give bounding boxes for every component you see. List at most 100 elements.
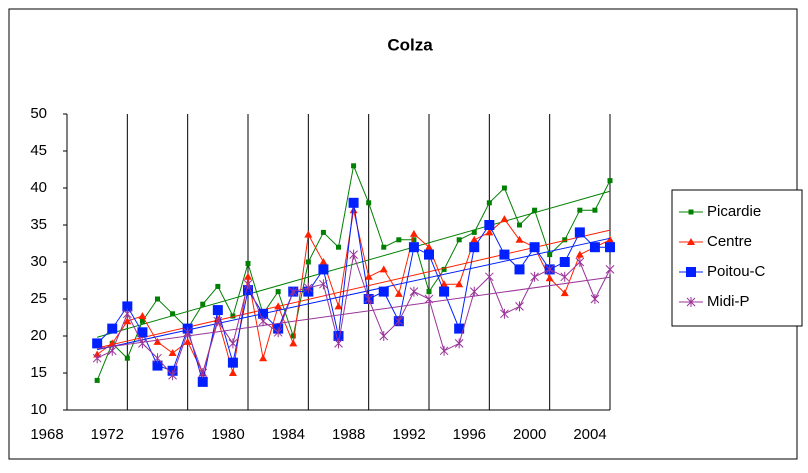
marker — [336, 244, 341, 250]
marker — [366, 200, 372, 206]
y-tick-label: 35 — [30, 216, 47, 233]
marker — [243, 285, 253, 296]
legend-label: Midi-P — [707, 293, 750, 310]
marker — [333, 331, 344, 341]
x-tick-label: 1996 — [453, 426, 486, 443]
marker — [381, 244, 387, 250]
marker — [454, 338, 464, 349]
marker — [560, 289, 569, 297]
marker — [348, 197, 359, 208]
marker — [560, 271, 570, 282]
x-tick-label: 2004 — [573, 426, 606, 443]
trendline — [97, 190, 611, 338]
marker — [153, 353, 162, 364]
x-tick-label: 1992 — [392, 426, 425, 443]
marker — [547, 252, 553, 258]
marker — [183, 327, 193, 338]
marker — [137, 327, 148, 338]
marker — [514, 264, 525, 275]
marker — [92, 338, 103, 349]
y-tick-label: 20 — [30, 327, 47, 344]
marker — [545, 274, 554, 282]
y-tick-label: 50 — [30, 105, 47, 122]
marker — [575, 257, 585, 267]
marker — [559, 257, 570, 267]
marker — [139, 318, 145, 324]
marker — [364, 294, 374, 304]
marker — [155, 296, 160, 302]
marker — [334, 338, 343, 349]
marker — [318, 264, 329, 275]
marker — [319, 279, 328, 290]
legend-label: Centre — [707, 233, 752, 250]
marker — [574, 227, 585, 238]
marker — [575, 250, 584, 258]
marker — [290, 333, 296, 339]
y-tick-label: 25 — [30, 290, 47, 307]
marker — [486, 200, 492, 206]
legend-label: Picardie — [707, 203, 761, 220]
x-tick-label: 1984 — [272, 426, 305, 443]
trendline — [97, 276, 611, 350]
marker — [304, 230, 313, 238]
marker — [577, 207, 583, 213]
marker — [470, 235, 479, 243]
marker — [378, 286, 389, 297]
legend-marker — [688, 209, 694, 215]
marker — [197, 376, 208, 387]
marker — [107, 323, 118, 334]
legend-label: Poitou-C — [707, 263, 766, 280]
marker — [592, 207, 598, 213]
marker — [94, 377, 100, 383]
marker — [244, 272, 252, 280]
chart-frame — [8, 8, 798, 460]
marker — [289, 339, 298, 347]
x-tick-label: 1976 — [151, 426, 184, 443]
y-tick-label: 15 — [30, 364, 47, 381]
marker — [532, 207, 538, 213]
marker — [515, 301, 524, 312]
marker — [606, 235, 614, 243]
marker — [499, 249, 510, 260]
marker — [198, 368, 208, 378]
marker — [351, 163, 357, 169]
legend-marker — [686, 267, 696, 277]
marker — [227, 357, 238, 368]
x-tick-label: 2000 — [513, 426, 546, 443]
marker — [469, 242, 480, 253]
marker — [92, 353, 102, 364]
marker — [394, 289, 403, 297]
marker — [469, 286, 479, 297]
marker — [425, 243, 433, 251]
marker — [228, 369, 237, 376]
marker — [408, 242, 419, 253]
marker — [124, 355, 130, 361]
marker — [230, 313, 236, 319]
marker — [589, 242, 600, 253]
marker — [259, 354, 268, 362]
marker — [319, 258, 328, 265]
marker — [379, 265, 388, 273]
marker — [409, 286, 419, 297]
y-tick-label: 45 — [30, 142, 47, 159]
marker — [500, 308, 509, 319]
marker — [529, 242, 540, 253]
marker — [200, 301, 206, 307]
marker — [170, 311, 176, 317]
marker — [605, 264, 615, 275]
x-tick-label: 1988 — [332, 426, 365, 443]
marker — [212, 305, 223, 316]
marker — [273, 327, 283, 338]
marker — [441, 266, 447, 272]
marker — [122, 301, 133, 312]
marker — [122, 308, 132, 319]
marker — [455, 280, 464, 288]
marker — [305, 259, 311, 265]
legend-box — [671, 189, 803, 327]
marker — [411, 237, 417, 243]
marker — [424, 249, 434, 260]
marker — [501, 185, 507, 191]
marker — [258, 316, 268, 327]
x-tick-label: 1968 — [30, 426, 63, 443]
